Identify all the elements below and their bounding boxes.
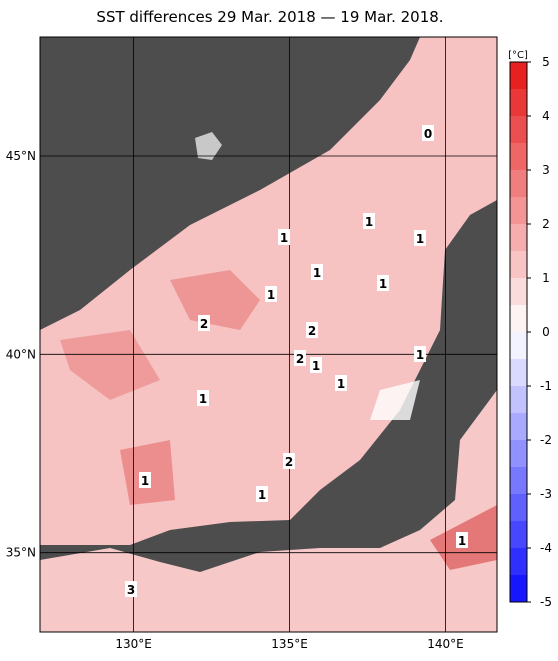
contour-label: 1	[379, 277, 387, 291]
contour-label-bg	[283, 453, 295, 469]
contour-label-bg	[414, 230, 426, 246]
colorbar-cell	[510, 170, 527, 197]
colorbar-tick-label: -3	[540, 487, 552, 501]
colorbar-tick-label: -4	[540, 541, 552, 555]
contour-label: 2	[296, 352, 304, 366]
colorbar-tick-label: -2	[540, 433, 552, 447]
colorbar-cell	[510, 251, 527, 278]
contour-label: 2	[200, 317, 208, 331]
contour-label: 1	[337, 377, 345, 391]
contour-label-bg	[310, 357, 322, 373]
colorbar-tick-label: -5	[540, 595, 552, 609]
contour-label-bg	[265, 286, 277, 302]
contour-label-bg	[335, 375, 347, 391]
contour-label: 1	[365, 215, 373, 229]
contour-label-bg	[294, 350, 306, 366]
colorbar-cell	[510, 62, 527, 89]
colorbar-cell	[510, 89, 527, 116]
contour-label-bg	[456, 532, 468, 548]
colorbar-cell	[510, 116, 527, 143]
lat-label: 35°N	[6, 546, 36, 560]
colorbar-cell	[510, 494, 527, 521]
contour-label: 2	[308, 324, 316, 338]
contour-label-bg	[422, 125, 434, 141]
contour-label: 1	[312, 359, 320, 373]
contour-label: 1	[416, 232, 424, 246]
contour-label: 1	[280, 231, 288, 245]
colorbar-cell	[510, 305, 527, 332]
contour-label-bg	[377, 275, 389, 291]
title: SST differences 29 Mar. 2018 — 19 Mar. 2…	[96, 8, 443, 26]
contour-label-bg	[363, 213, 375, 229]
lon-label: 135°E	[271, 637, 308, 651]
colorbar-tick-label: 0	[542, 325, 550, 339]
colorbar-cell	[510, 224, 527, 251]
colorbar-cell	[510, 521, 527, 548]
contour-label-bg	[414, 346, 426, 362]
contour-label-bg	[139, 472, 151, 488]
colorbar-cell	[510, 548, 527, 575]
colorbar-tick-label: 4	[542, 109, 550, 123]
colorbar-cell	[510, 143, 527, 170]
contour-label-bg	[256, 486, 268, 502]
sea-warm	[170, 270, 260, 330]
contour-label: 1	[416, 348, 424, 362]
sea	[40, 390, 497, 632]
contour-label-bg	[125, 581, 137, 597]
contour-label: 1	[313, 266, 321, 280]
contour-label: 1	[267, 288, 275, 302]
colorbar-cell	[510, 575, 527, 602]
contour-label: 0	[424, 127, 432, 141]
colorbar-cell	[510, 197, 527, 224]
colorbar-tick-label: 2	[542, 217, 550, 231]
colorbar-cell	[510, 440, 527, 467]
graticule: 130°E 135°E 140°E 45°N 40°N 35°N	[6, 37, 497, 651]
lon-label: 140°E	[427, 637, 464, 651]
sea-warm	[60, 330, 160, 400]
lat-label: 40°N	[6, 347, 36, 361]
colorbar-tick-label: 3	[542, 163, 550, 177]
contour-label-bg	[311, 264, 323, 280]
colorbar-unit: [°C]	[508, 50, 528, 61]
contour-label-bg	[278, 229, 290, 245]
map-frame	[39, 36, 498, 633]
contour-label: 3	[127, 583, 135, 597]
colorbar-tick-label: -1	[540, 379, 552, 393]
contour-label-bg	[197, 390, 209, 406]
lat-label: 45°N	[6, 149, 36, 163]
contour-label: 2	[285, 455, 293, 469]
colorbar-cell	[510, 278, 527, 305]
contour-label: 1	[458, 534, 466, 548]
colorbar-cell	[510, 359, 527, 386]
island	[195, 132, 222, 160]
colorbar-cell	[510, 332, 527, 359]
contour-label: 1	[258, 488, 266, 502]
contour-label-bg	[198, 315, 210, 331]
lon-label: 130°E	[115, 637, 152, 651]
colorbar: [°C] 5 4 3 2 1 0 -1 -2 -3 -4 -5	[508, 50, 552, 609]
colorbar-tick-label: 1	[542, 271, 550, 285]
contour-label-bg	[306, 322, 318, 338]
colorbar-cell	[510, 386, 527, 413]
contour-label: 1	[199, 392, 207, 406]
sea-cool	[370, 380, 420, 420]
colorbar-cell	[510, 467, 527, 494]
contour-label: 1	[141, 474, 149, 488]
colorbar-tick-label: 5	[542, 55, 550, 69]
colorbar-cell	[510, 413, 527, 440]
